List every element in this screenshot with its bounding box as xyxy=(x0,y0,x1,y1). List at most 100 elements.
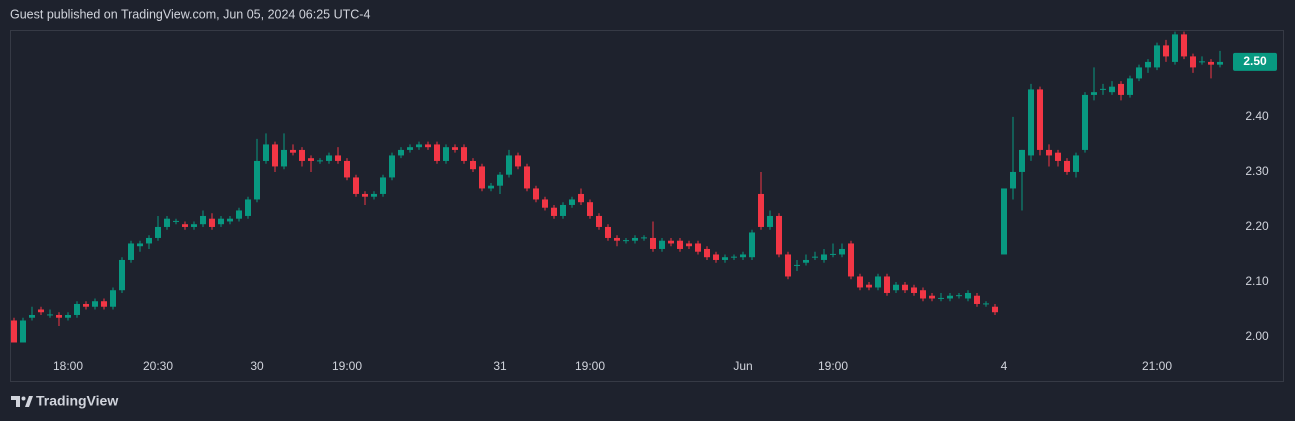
candle-body xyxy=(1154,45,1160,68)
candle-body xyxy=(830,253,836,255)
candle-body xyxy=(380,177,386,194)
candle-body xyxy=(533,188,539,200)
candle-body xyxy=(56,314,62,318)
candle-body xyxy=(488,185,494,189)
candle-body xyxy=(155,226,161,238)
candle-body xyxy=(848,243,854,277)
candle-body xyxy=(209,218,215,227)
candle-body xyxy=(902,284,908,291)
logo xyxy=(11,396,33,407)
last-price-label: 2.50 xyxy=(1243,54,1267,68)
candle-body xyxy=(992,306,998,313)
candle-body xyxy=(956,295,962,297)
candle-body xyxy=(1208,61,1214,65)
candle-body xyxy=(614,237,620,241)
x-tick-label: 30 xyxy=(250,359,264,373)
candle-body xyxy=(416,144,422,148)
candle-body xyxy=(236,210,242,219)
candle-body xyxy=(1136,67,1142,79)
candle-body xyxy=(452,147,458,150)
candle-body xyxy=(272,144,278,167)
candle-body xyxy=(65,314,71,318)
candle-body xyxy=(146,237,152,244)
candle-body xyxy=(281,149,287,167)
candle-body xyxy=(776,215,782,255)
candle-body xyxy=(317,160,323,162)
candle-body xyxy=(1001,188,1007,255)
candle-body xyxy=(1181,34,1187,57)
candle-body xyxy=(560,204,566,216)
candle-body xyxy=(254,160,260,200)
candle-body xyxy=(668,240,674,244)
candle-body xyxy=(344,160,350,178)
candle-body xyxy=(857,276,863,288)
candle-body xyxy=(326,155,332,161)
candle-body xyxy=(245,199,251,216)
candle-body xyxy=(713,254,719,260)
y-tick-label: 2.20 xyxy=(1245,219,1269,233)
candle-body xyxy=(119,259,125,291)
candle-body xyxy=(875,276,881,288)
candle-body xyxy=(137,243,143,247)
x-tick-label: 31 xyxy=(493,359,507,373)
candle-body xyxy=(965,292,971,299)
candle-body xyxy=(695,243,701,252)
candle-body xyxy=(794,264,800,266)
x-tick-label: 18:00 xyxy=(53,359,83,373)
candle-body xyxy=(182,224,188,227)
candle-body xyxy=(1199,61,1205,63)
x-tick-label: 4 xyxy=(1001,359,1008,373)
candle-body xyxy=(1082,94,1088,150)
x-tick-label: 19:00 xyxy=(332,359,362,373)
candle-body xyxy=(596,215,602,227)
candle-body xyxy=(632,237,638,241)
candle-body xyxy=(749,232,755,258)
candle-body xyxy=(20,320,26,343)
candle-body xyxy=(893,284,899,291)
candle-body xyxy=(1091,92,1097,95)
x-tick-label: 21:00 xyxy=(1142,359,1172,373)
candle-body xyxy=(740,254,746,258)
candle-body xyxy=(1019,149,1025,172)
y-tick-label: 2.10 xyxy=(1245,274,1269,288)
candle-body xyxy=(443,147,449,161)
candle-body xyxy=(110,290,116,307)
candle-body xyxy=(1145,61,1151,68)
y-tick-label: 2.00 xyxy=(1245,329,1269,343)
candle-body xyxy=(542,199,548,208)
candle-body xyxy=(308,158,314,161)
candle-body xyxy=(1028,89,1034,156)
candle-body xyxy=(389,155,395,178)
candle-body xyxy=(785,254,791,277)
candle-body xyxy=(920,290,926,299)
candle-body xyxy=(812,256,818,258)
candle-body xyxy=(866,284,872,288)
candle-body xyxy=(623,240,629,242)
candle-body xyxy=(1064,160,1070,172)
candle-body xyxy=(515,155,521,167)
candle-body xyxy=(335,155,341,161)
candle-body xyxy=(578,193,584,203)
header: Guest published on TradingView.com, Jun … xyxy=(10,7,370,21)
candle-body xyxy=(227,218,233,222)
candle-body xyxy=(1109,86,1115,93)
candle-body xyxy=(641,237,647,239)
candle-body xyxy=(983,303,989,305)
plot-frame xyxy=(10,30,1284,382)
candle-body xyxy=(398,149,404,156)
candle-body xyxy=(524,166,530,189)
candle-body xyxy=(1127,78,1133,95)
candle-body xyxy=(1172,34,1178,62)
x-tick-label: 19:00 xyxy=(818,359,848,373)
candle-body xyxy=(371,193,377,197)
candle-body xyxy=(1046,149,1052,156)
y-tick-label: 2.30 xyxy=(1245,164,1269,178)
candle-body xyxy=(722,257,728,260)
candle-body xyxy=(929,295,935,299)
candle-body xyxy=(173,220,179,222)
candle-body xyxy=(92,301,98,307)
candle-body xyxy=(821,254,827,260)
candle-body xyxy=(83,303,89,307)
candle-body xyxy=(47,314,53,316)
